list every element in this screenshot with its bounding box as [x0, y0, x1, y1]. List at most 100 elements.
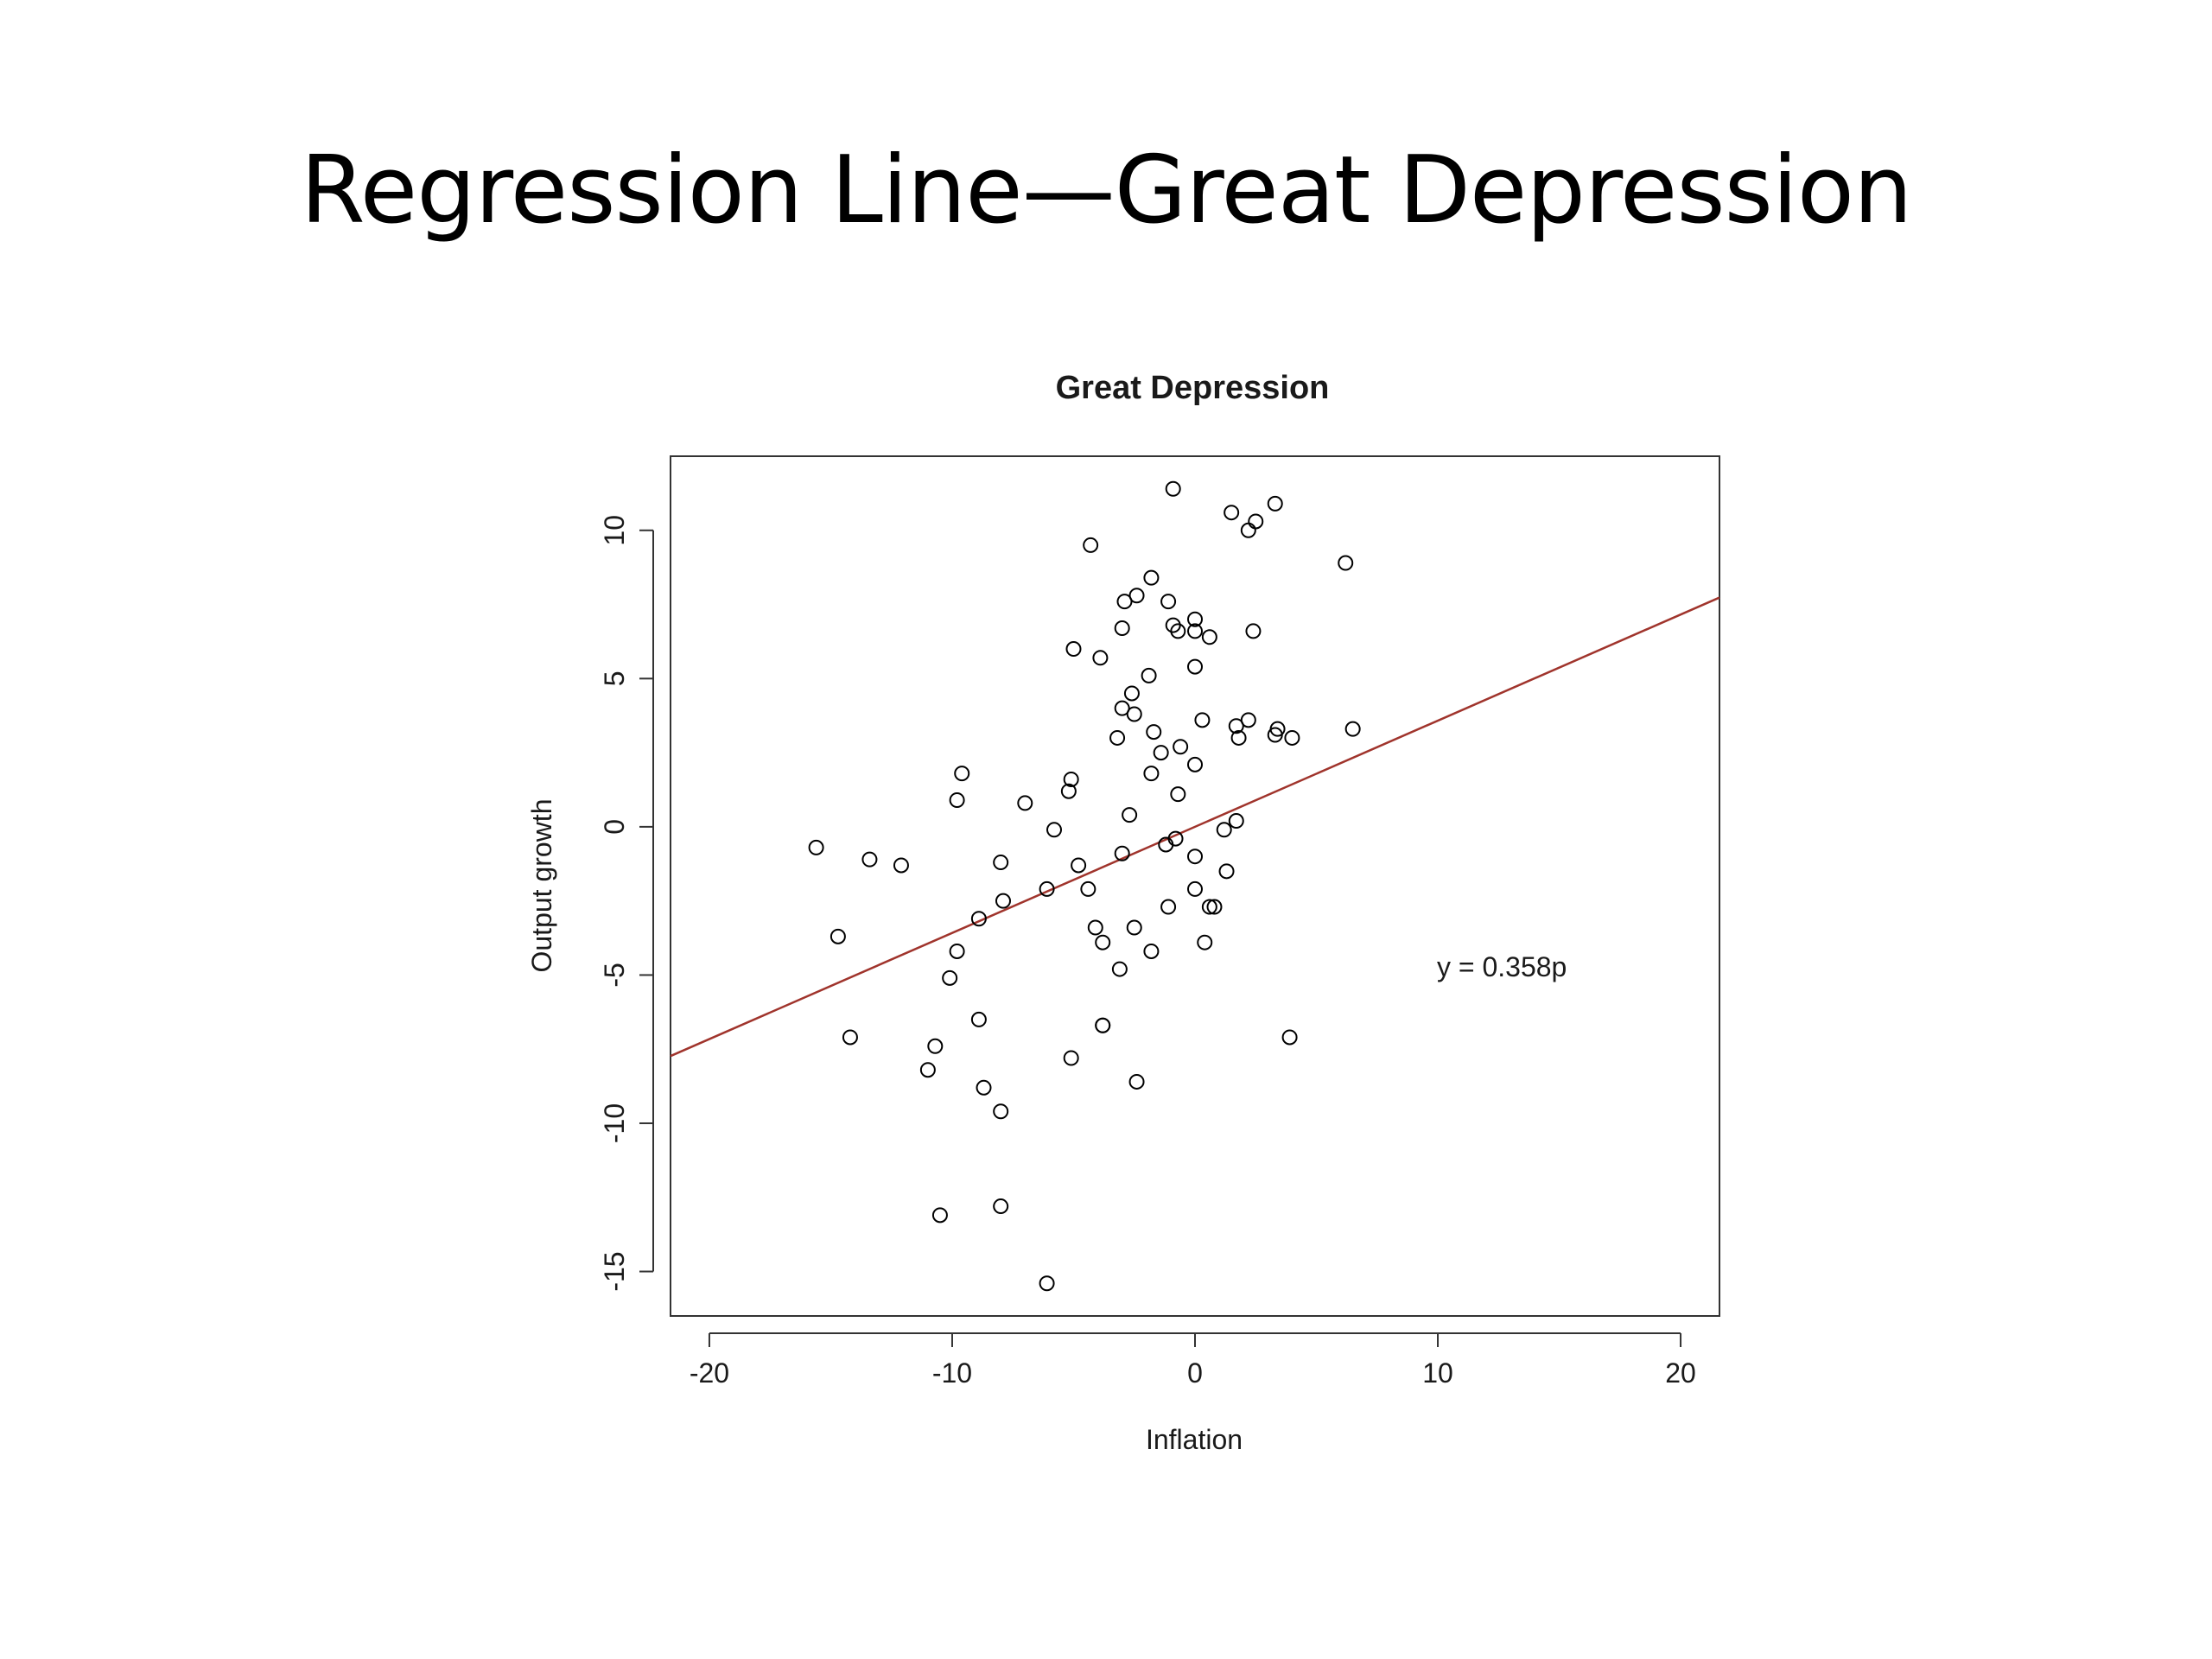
y-tick-label: 10 [599, 515, 630, 546]
x-axis: -20 -10 0 10 20 [690, 1332, 1696, 1389]
data-point [1114, 620, 1130, 636]
data-point [1141, 667, 1157, 683]
data-point [1114, 700, 1130, 716]
data-point [1228, 813, 1244, 830]
x-tick-label: 20 [1665, 1357, 1696, 1389]
data-point [1284, 729, 1300, 746]
data-point [1063, 1050, 1079, 1066]
data-point [1201, 629, 1217, 645]
x-tick-label: 0 [1187, 1357, 1203, 1389]
data-point [1245, 623, 1262, 639]
data-point [1143, 766, 1160, 782]
data-point [1087, 919, 1103, 936]
data-point [1206, 899, 1223, 915]
y-axis-label: Output growth [526, 799, 557, 973]
data-point [995, 893, 1011, 909]
data-point [861, 851, 878, 868]
data-point [1218, 863, 1235, 880]
data-point [830, 928, 846, 944]
data-point [1240, 522, 1256, 538]
data-point [919, 1062, 936, 1078]
x-tick-label: -20 [690, 1357, 729, 1389]
data-point [1128, 1073, 1145, 1090]
data-point [1194, 712, 1211, 728]
data-point [1167, 830, 1184, 847]
data-point [1344, 721, 1361, 737]
regression-equation: y = 0.358p [1437, 951, 1567, 982]
data-point [1201, 899, 1217, 915]
data-point [1039, 880, 1055, 897]
data-point [1111, 961, 1128, 977]
data-point [1187, 623, 1203, 639]
data-point [1060, 783, 1077, 799]
data-point [993, 1103, 1009, 1120]
x-tick-label: -10 [932, 1357, 972, 1389]
data-point [1170, 786, 1186, 803]
data-point [1187, 658, 1203, 675]
data-point [1083, 537, 1099, 553]
data-point [942, 969, 958, 986]
data-point [1224, 505, 1240, 521]
data-point [1146, 724, 1162, 741]
chart-title: Great Depression [1056, 370, 1330, 406]
data-point [808, 839, 824, 855]
data-point [1267, 495, 1283, 512]
data-point [1109, 729, 1126, 746]
data-point [1187, 611, 1203, 627]
plot-area-frame [670, 455, 1720, 1317]
y-tick-label: -15 [599, 1251, 630, 1291]
data-point [954, 766, 970, 782]
data-point [993, 855, 1009, 871]
data-point [1128, 588, 1145, 604]
data-point [1240, 712, 1256, 728]
data-point [1228, 718, 1244, 734]
data-point [1116, 594, 1133, 610]
data-point [893, 857, 909, 874]
data-point [1095, 1017, 1111, 1033]
data-point [1248, 513, 1264, 530]
regression-layer [670, 596, 1720, 1058]
data-point [1143, 943, 1160, 959]
data-point [1197, 934, 1213, 950]
data-point [976, 1079, 992, 1096]
data-point [970, 911, 987, 927]
data-point [1267, 727, 1283, 743]
data-point [1338, 555, 1354, 571]
data-point [1065, 641, 1082, 658]
y-tick-label: -10 [599, 1103, 630, 1143]
data-point [1160, 594, 1177, 610]
data-point [1126, 919, 1142, 936]
data-point [1187, 756, 1203, 772]
data-point [1187, 880, 1203, 897]
data-point [1126, 706, 1142, 722]
data-point [1039, 1275, 1055, 1292]
y-axis: -15 -10 -5 0 5 10 [599, 515, 654, 1292]
data-point [931, 1207, 948, 1224]
data-point [1080, 880, 1096, 897]
data-point [842, 1029, 858, 1046]
data-point [1095, 934, 1111, 950]
data-point [1230, 729, 1247, 746]
data-point [1063, 771, 1079, 787]
regression-line [670, 596, 1720, 1058]
data-point [993, 1198, 1009, 1215]
y-tick-label: -5 [599, 963, 630, 987]
data-point [1114, 845, 1130, 861]
data-point [1281, 1029, 1298, 1046]
data-point [1173, 739, 1189, 755]
x-tick-label: 10 [1422, 1357, 1453, 1389]
data-point [1092, 650, 1109, 666]
data-point [1187, 849, 1203, 865]
points-layer [808, 480, 1361, 1292]
data-point [1170, 623, 1186, 639]
data-point [1071, 857, 1087, 874]
data-point [1143, 569, 1160, 586]
y-tick-label: 5 [599, 671, 630, 686]
data-point [1216, 822, 1232, 838]
data-point [1153, 745, 1169, 761]
x-axis-label: Inflation [1146, 1424, 1243, 1455]
data-point [1165, 480, 1181, 497]
data-point [970, 1011, 987, 1027]
data-point [1046, 822, 1063, 838]
